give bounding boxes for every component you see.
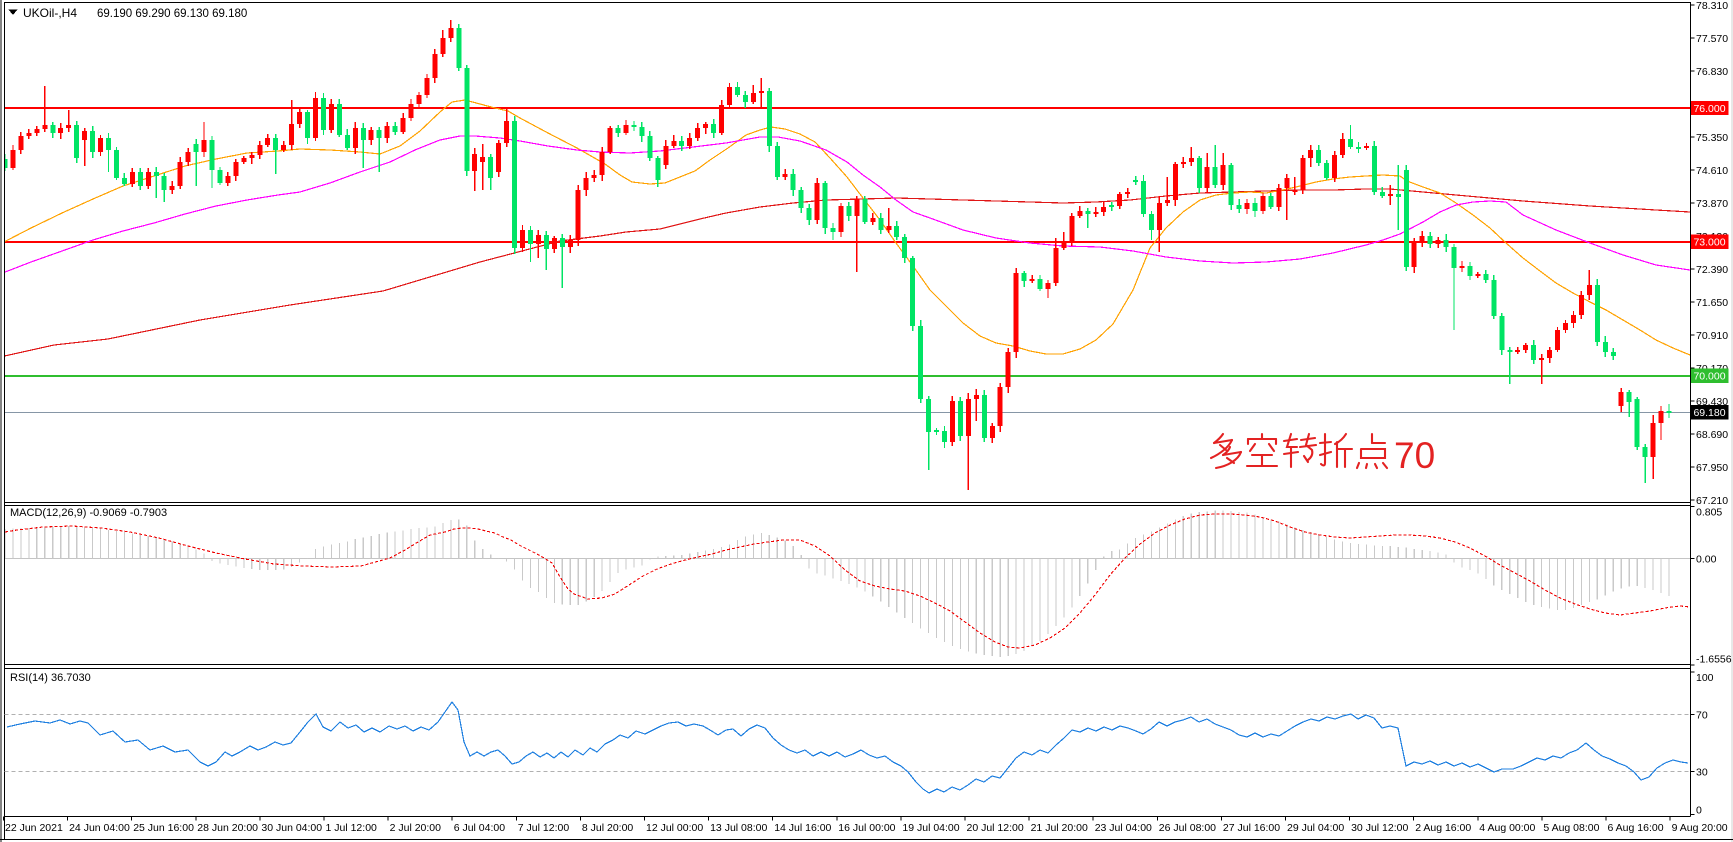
svg-text:0: 0 <box>1696 804 1702 816</box>
svg-text:25 Jun 16:00: 25 Jun 16:00 <box>133 822 194 834</box>
svg-text:67.950: 67.950 <box>1696 462 1728 474</box>
svg-text:69.430: 69.430 <box>1696 396 1728 408</box>
svg-text:27 Jul 16:00: 27 Jul 16:00 <box>1223 822 1280 834</box>
svg-text:74.610: 74.610 <box>1696 165 1728 177</box>
svg-text:30: 30 <box>1696 766 1708 778</box>
svg-text:24 Jun 04:00: 24 Jun 04:00 <box>69 822 130 834</box>
svg-text:UKOil-,H4: UKOil-,H4 <box>23 6 77 20</box>
svg-text:RSI(14) 36.7030: RSI(14) 36.7030 <box>10 672 91 684</box>
svg-text:67.210: 67.210 <box>1696 495 1728 507</box>
svg-text:77.570: 77.570 <box>1696 33 1728 45</box>
svg-text:16 Jul 00:00: 16 Jul 00:00 <box>838 822 895 834</box>
svg-text:28 Jun 20:00: 28 Jun 20:00 <box>197 822 258 834</box>
svg-text:30 Jun 04:00: 30 Jun 04:00 <box>261 822 322 834</box>
svg-text:20 Jul 12:00: 20 Jul 12:00 <box>967 822 1024 834</box>
svg-text:76.830: 76.830 <box>1696 66 1728 78</box>
svg-text:9 Aug 20:00: 9 Aug 20:00 <box>1672 822 1728 834</box>
svg-text:76.000: 76.000 <box>1693 103 1725 115</box>
svg-text:2 Jul 20:00: 2 Jul 20:00 <box>390 822 442 834</box>
svg-text:68.690: 68.690 <box>1696 429 1728 441</box>
svg-text:73.000: 73.000 <box>1693 237 1725 249</box>
svg-text:78.310: 78.310 <box>1696 0 1728 12</box>
svg-text:70.910: 70.910 <box>1696 330 1728 342</box>
svg-text:8 Jul 20:00: 8 Jul 20:00 <box>582 822 634 834</box>
svg-text:5 Aug 08:00: 5 Aug 08:00 <box>1543 822 1599 834</box>
svg-text:30 Jul 12:00: 30 Jul 12:00 <box>1351 822 1408 834</box>
svg-text:6 Jul 04:00: 6 Jul 04:00 <box>454 822 506 834</box>
svg-text:-1.6556: -1.6556 <box>1696 653 1732 665</box>
svg-text:100: 100 <box>1696 672 1714 684</box>
svg-text:0.00: 0.00 <box>1696 553 1717 565</box>
svg-text:2 Aug 16:00: 2 Aug 16:00 <box>1415 822 1471 834</box>
svg-text:69.180: 69.180 <box>1693 407 1725 419</box>
svg-text:21 Jul 20:00: 21 Jul 20:00 <box>1031 822 1088 834</box>
svg-text:19 Jul 04:00: 19 Jul 04:00 <box>902 822 959 834</box>
svg-text:70: 70 <box>1696 709 1708 721</box>
svg-text:4 Aug 00:00: 4 Aug 00:00 <box>1479 822 1535 834</box>
svg-text:1 Jul 12:00: 1 Jul 12:00 <box>326 822 378 834</box>
svg-text:29 Jul 04:00: 29 Jul 04:00 <box>1287 822 1344 834</box>
svg-text:71.650: 71.650 <box>1696 297 1728 309</box>
svg-text:23 Jul 04:00: 23 Jul 04:00 <box>1095 822 1152 834</box>
svg-text:69.190 69.290 69.130 69.180: 69.190 69.290 69.130 69.180 <box>97 8 247 20</box>
svg-text:73.870: 73.870 <box>1696 198 1728 210</box>
svg-text:12 Jul 00:00: 12 Jul 00:00 <box>646 822 703 834</box>
svg-text:75.350: 75.350 <box>1696 132 1728 144</box>
svg-text:0.805: 0.805 <box>1696 507 1722 519</box>
svg-text:72.390: 72.390 <box>1696 264 1728 276</box>
svg-text:7 Jul 12:00: 7 Jul 12:00 <box>518 822 570 834</box>
svg-text:70: 70 <box>1394 435 1435 476</box>
svg-text:MACD(12,26,9) -0.9069 -0.7903: MACD(12,26,9) -0.9069 -0.7903 <box>10 507 167 519</box>
svg-text:70.000: 70.000 <box>1693 370 1725 382</box>
svg-text:6 Aug 16:00: 6 Aug 16:00 <box>1608 822 1664 834</box>
svg-text:26 Jul 08:00: 26 Jul 08:00 <box>1159 822 1216 834</box>
svg-text:14 Jul 16:00: 14 Jul 16:00 <box>774 822 831 834</box>
svg-text:13 Jul 08:00: 13 Jul 08:00 <box>710 822 767 834</box>
svg-text:22 Jun 2021: 22 Jun 2021 <box>5 822 63 834</box>
